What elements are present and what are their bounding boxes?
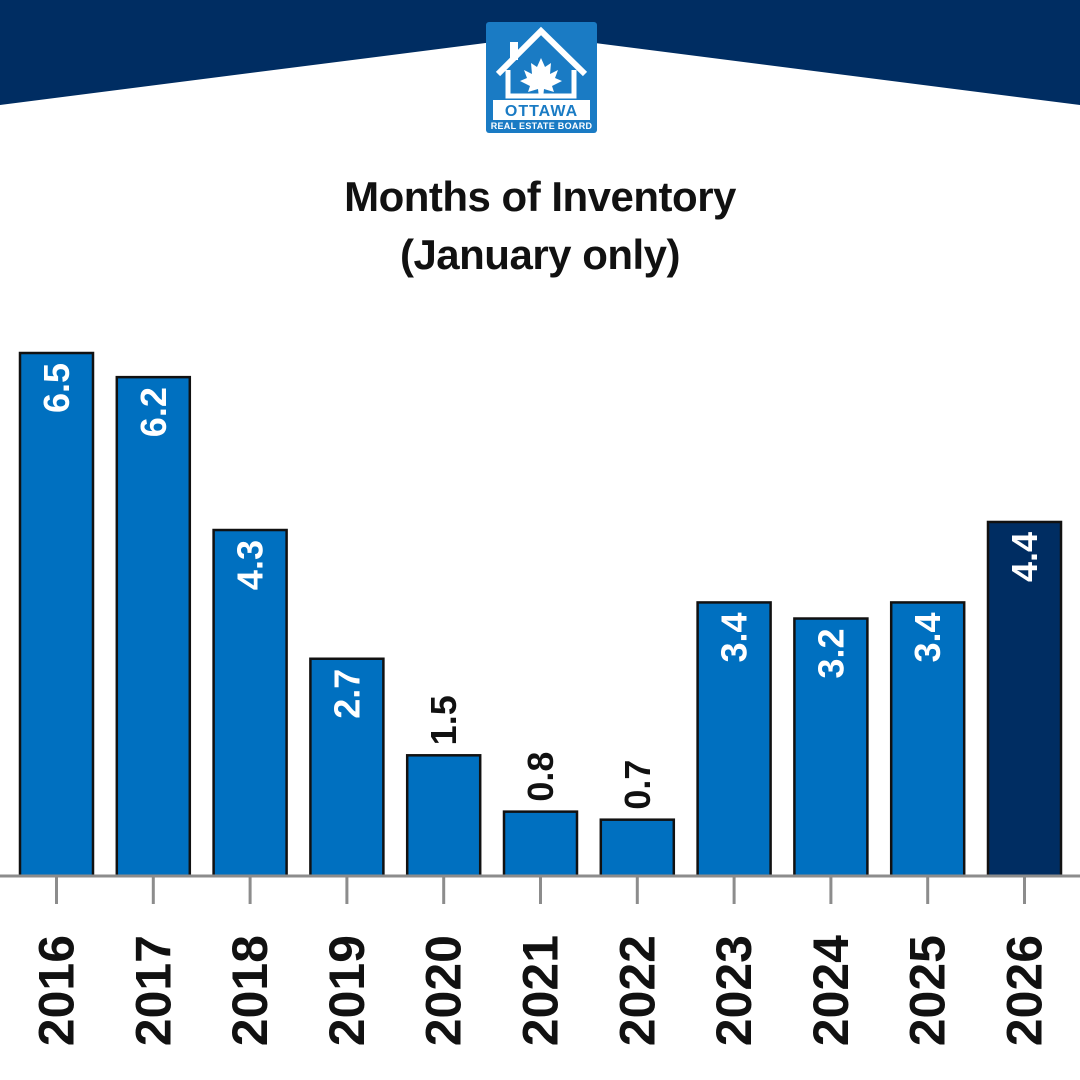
data-label-2018: 4.3 <box>230 540 271 590</box>
tick-label-2023: 2023 <box>706 935 762 1046</box>
data-label-2017: 6.2 <box>133 387 174 437</box>
tick-label-2026: 2026 <box>997 935 1053 1046</box>
bar-2020 <box>405 754 482 878</box>
data-label-2016: 6.5 <box>36 363 77 413</box>
tick-label-2021: 2021 <box>513 935 569 1046</box>
data-label-2023: 3.4 <box>714 612 755 662</box>
house-maple-leaf-icon <box>495 26 588 99</box>
tick-label-2016: 2016 <box>29 935 85 1046</box>
data-label-group: 6.5 6.2 4.3 2.7 1.5 0.8 0.7 3.4 3.2 3.4 4.4 <box>36 363 1045 810</box>
tick-label-2018: 2018 <box>222 935 278 1046</box>
chart-title-block: Months of Inventory (January only) <box>0 168 1080 284</box>
tick-label-2025: 2025 <box>900 935 956 1046</box>
header-banner <box>0 0 1080 105</box>
logo-name: OTTAWA <box>505 103 578 120</box>
bar-group <box>18 351 1063 878</box>
bar-2023 <box>696 601 772 878</box>
chart-title: Months of Inventory <box>344 173 736 220</box>
tick-label-2020: 2020 <box>416 935 472 1046</box>
tick-label-2019: 2019 <box>319 935 375 1046</box>
bar-2026 <box>986 520 1063 878</box>
bar-2019 <box>309 657 385 878</box>
tick-label-group: 2016 2017 2018 2019 2020 2021 2022 2023 2024 2025… <box>29 935 1053 1046</box>
data-label-2024: 3.2 <box>810 629 851 679</box>
bar-2016 <box>18 351 95 878</box>
ottawa-real-estate-board-logo: OTTAWA REAL ESTATE BOARD <box>486 22 597 133</box>
tick-label-2024: 2024 <box>803 935 859 1046</box>
tick-label-2022: 2022 <box>609 935 665 1046</box>
data-label-2022: 0.7 <box>617 760 658 810</box>
logo-subtitle: REAL ESTATE BOARD <box>491 121 593 131</box>
bar-2024 <box>793 617 869 878</box>
data-label-2026: 4.4 <box>1004 532 1045 582</box>
data-label-2021: 0.8 <box>520 752 561 802</box>
bar-2022 <box>599 818 676 878</box>
data-label-2020: 1.5 <box>423 695 464 745</box>
bar-2021 <box>502 810 579 878</box>
bar-2018 <box>212 528 288 878</box>
data-label-2019: 2.7 <box>326 669 367 719</box>
bar-2025 <box>889 601 966 878</box>
bar-2017 <box>115 375 192 878</box>
data-label-2025: 3.4 <box>907 612 948 662</box>
tick-label-2017: 2017 <box>125 935 181 1046</box>
x-axis <box>0 874 1080 904</box>
header-banner-shape <box>0 0 1080 105</box>
chart-subtitle: (January only) <box>399 231 681 278</box>
